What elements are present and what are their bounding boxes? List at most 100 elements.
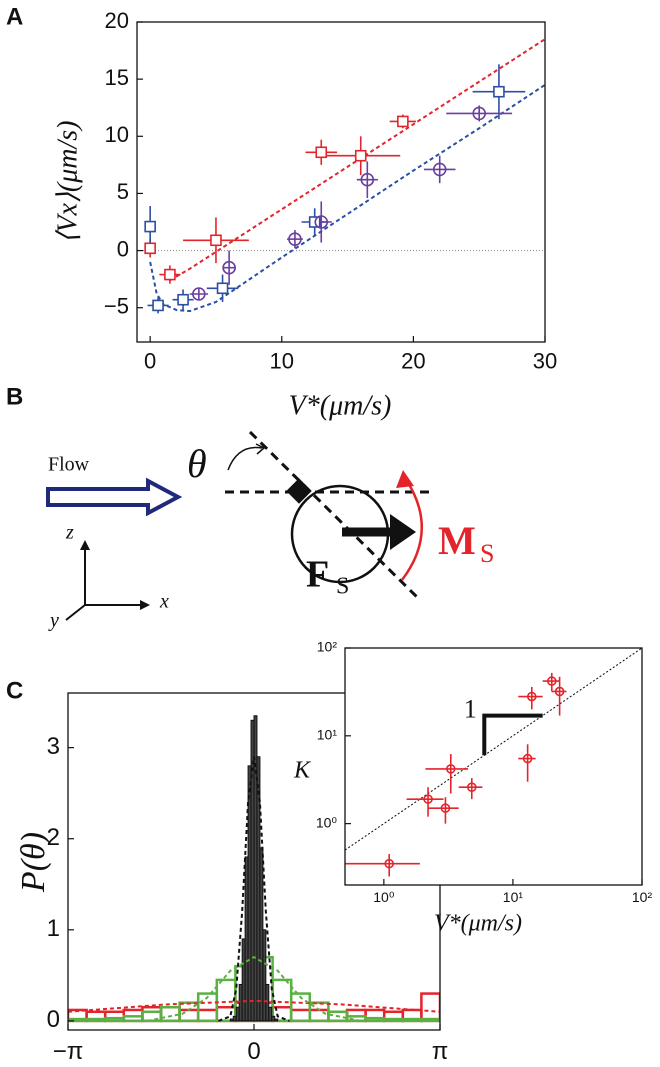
force-subscript: S [336, 574, 349, 600]
marker [445, 764, 456, 774]
marker [177, 293, 189, 306]
panel-label: C [6, 677, 23, 704]
histogram-bar [274, 1018, 279, 1022]
y-axis-label: K [293, 758, 312, 784]
panel-label: A [6, 3, 23, 30]
marker [432, 162, 447, 177]
marker [472, 106, 486, 121]
y-tick-label: 20 [105, 8, 129, 33]
y-tick-label: 5 [117, 179, 129, 204]
marker [546, 676, 557, 686]
fit-line [218, 756, 290, 1022]
slope-triangle [482, 713, 543, 756]
y-axis-label: ⟨Vx⟩(μm/s) [52, 121, 83, 244]
y-tick-label: 1 [47, 915, 60, 942]
flow-label: Flow [48, 454, 90, 476]
particle-axis [248, 430, 422, 602]
y-axis-label: P(θ) [15, 832, 52, 893]
theta-label: θ [187, 441, 207, 486]
histogram-bar [265, 983, 270, 1022]
x-arrowhead [140, 600, 150, 610]
plot [68, 715, 440, 1023]
y-tick-label: 3 [47, 733, 60, 760]
moment-label: M [438, 518, 476, 563]
y-tick-label: 2 [47, 824, 60, 851]
marker [440, 803, 451, 813]
marker [144, 242, 156, 255]
theta-arc [227, 446, 263, 471]
x-axis-label: V*(μm/s) [289, 390, 392, 421]
x-tick-label: π [432, 1038, 449, 1065]
theta-arrowhead [255, 443, 266, 455]
diagram: Flow θ F S M S z x y [46, 430, 494, 632]
particle-head [286, 478, 312, 504]
moment-arc [401, 477, 423, 581]
histogram-bar [268, 1006, 273, 1022]
y-tick-label: 10⁰ [316, 814, 338, 830]
marker [384, 858, 394, 869]
x-axis-label: V*(μm/s) [434, 911, 522, 937]
marker [493, 85, 505, 98]
x-tick-label: 10 [270, 349, 294, 374]
marker [314, 215, 329, 229]
fit-line [149, 84, 545, 313]
marker [216, 282, 229, 295]
axis-z-label: z [65, 522, 74, 544]
y-tick-label: 0 [47, 1006, 60, 1033]
marker [360, 172, 375, 187]
moment-arrowhead [396, 470, 414, 488]
y-tick-label: 10² [317, 639, 338, 655]
x-tick-label: −π [53, 1038, 84, 1065]
marker [554, 686, 565, 697]
force-label: F [306, 554, 329, 596]
plot-area [345, 648, 642, 885]
fit-line [68, 999, 440, 1013]
x-tick-label: 0 [144, 349, 156, 374]
x-tick-label: 10⁰ [373, 889, 395, 905]
marker [315, 146, 328, 159]
z-arrowhead [80, 540, 90, 550]
marker [466, 782, 477, 792]
marker [210, 234, 222, 247]
histogram-bar [262, 929, 267, 1022]
marker [164, 268, 176, 281]
plot-frame [136, 21, 546, 343]
marker [423, 794, 433, 804]
axis-x-label: x [159, 591, 169, 613]
plot-frame [344, 647, 643, 886]
histogram-bar [382, 1017, 405, 1023]
panel-label: B [6, 383, 23, 410]
x-tick-label: 10² [632, 889, 653, 905]
flow-arrow [46, 477, 183, 517]
y-tick-label: 10¹ [317, 727, 338, 743]
x-tick-label: 30 [533, 349, 557, 374]
marker [192, 287, 206, 301]
marker [397, 115, 409, 128]
x-tick-label: 0 [247, 1038, 260, 1065]
force-arrowhead [390, 514, 416, 550]
x-tick-label: 20 [401, 349, 425, 374]
y-tick-label: 0 [117, 236, 129, 261]
marker [152, 299, 164, 312]
axis-y-label: y [48, 610, 59, 632]
fit-line [147, 955, 361, 1022]
histogram-bar [401, 1017, 423, 1023]
y-tick-label: 15 [105, 65, 129, 90]
marker [522, 753, 533, 764]
chart: 0 10 20 30 −5 0 5 10 15 20 V*(μm/s) ⟨Vx⟩(μm/s) [52, 8, 557, 422]
marker [144, 220, 156, 233]
marker [222, 260, 236, 275]
histogram-bar [85, 1017, 107, 1023]
y-tick-label: 10 [105, 122, 129, 147]
marker [526, 691, 537, 702]
x-tick-label: 10¹ [503, 889, 524, 905]
chart: 10⁰ 10¹ 10² 10⁰ 10¹ 10² V*(μm/s) K 1 [293, 639, 652, 937]
marker [288, 232, 302, 246]
histogram-bar [420, 1017, 440, 1023]
fit-line [169, 38, 545, 282]
moment-subscript: S [480, 539, 494, 568]
marker [354, 149, 367, 162]
y-axis [65, 604, 86, 621]
